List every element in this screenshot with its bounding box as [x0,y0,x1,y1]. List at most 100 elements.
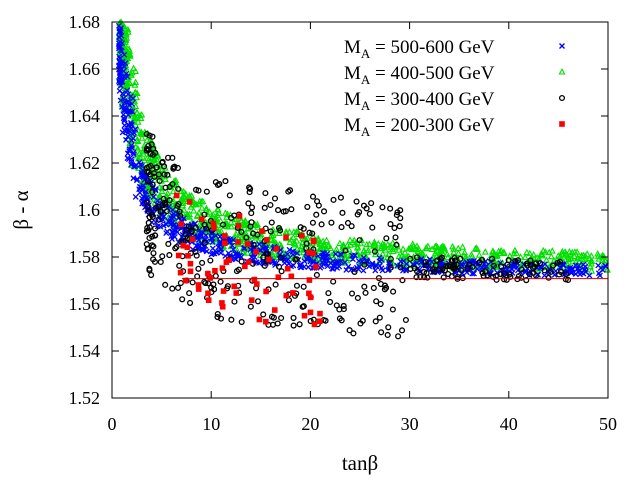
data-point [144,245,151,252]
data-point [216,229,224,236]
data-point [124,87,131,94]
data-point [386,242,394,249]
data-point [322,254,329,261]
data-point [354,294,361,302]
data-point [489,255,496,262]
data-point [305,264,312,271]
data-point [169,154,176,161]
data-point [117,82,124,89]
data-point [479,256,486,264]
data-point [231,283,238,290]
data-point [177,269,184,276]
data-point [297,224,304,231]
data-point [182,277,189,284]
data-point [403,260,410,267]
x-tick-label: 0 [108,414,117,434]
data-point [379,204,386,211]
data-point [451,265,459,272]
data-point [595,262,602,269]
y-tick-label: 1.58 [69,247,101,267]
data-point [291,240,299,248]
data-point [490,262,498,269]
data-point [261,262,268,269]
data-point [120,115,127,122]
data-point [198,198,206,205]
data-point [397,264,404,271]
data-point [268,219,275,226]
data-point [356,237,363,244]
data-point [149,233,156,240]
data-point [274,320,281,327]
data-point [238,216,246,224]
data-point [147,162,154,169]
data-point [179,296,186,303]
data-point [581,255,589,263]
y-tick-label: 1.64 [69,106,101,126]
data-point [304,203,311,210]
data-point [497,271,504,278]
data-point [254,281,260,287]
data-point [132,114,140,122]
legend-label-0: MA = 500-600 GeV [344,37,495,61]
y-tick-label: 1.52 [69,388,101,408]
data-point [177,279,184,287]
data-point [175,284,182,291]
data-point [459,275,466,282]
data-point [494,269,501,276]
data-point [133,161,140,168]
data-point [149,142,157,149]
data-point [193,252,200,259]
data-point [176,208,183,215]
data-point [256,241,263,248]
data-point [205,290,211,297]
data-point [223,259,230,265]
data-point [144,203,151,210]
data-point [186,192,194,199]
data-point [392,234,399,241]
data-point [547,252,555,260]
data-point [368,200,375,207]
data-point [360,267,367,274]
data-point [338,224,345,231]
data-point [185,223,192,230]
data-point [370,284,377,292]
data-point [514,276,521,283]
data-point [247,303,254,310]
x-tick-label: 50 [599,414,617,434]
legend-marker-0 [559,43,565,49]
data-point [523,277,530,284]
data-point [536,260,544,267]
data-point [143,145,150,152]
data-point [280,208,287,215]
data-point [285,297,293,304]
data-point [375,275,382,282]
data-point [343,266,350,273]
data-point [454,249,462,257]
data-point [451,254,458,261]
data-point [378,256,385,263]
data-point [195,265,202,272]
legend-marker-1 [558,68,566,75]
data-point [143,154,151,161]
data-point [377,300,384,308]
data-point [547,268,555,275]
data-point [205,297,212,304]
data-point [296,262,303,269]
data-point [310,250,317,257]
data-point [309,219,316,226]
data-point [328,219,335,226]
data-point [186,290,193,297]
data-point [395,246,403,253]
data-point [463,259,470,266]
data-point [148,272,155,279]
data-point [359,258,366,265]
data-point [495,247,503,255]
y-tick-label: 1.56 [69,294,101,314]
data-point [124,133,131,140]
data-point [315,253,322,260]
data-point [356,209,363,216]
data-point [588,257,596,264]
data-point [170,165,177,172]
data-points-layer [115,18,611,340]
data-point [260,311,267,318]
